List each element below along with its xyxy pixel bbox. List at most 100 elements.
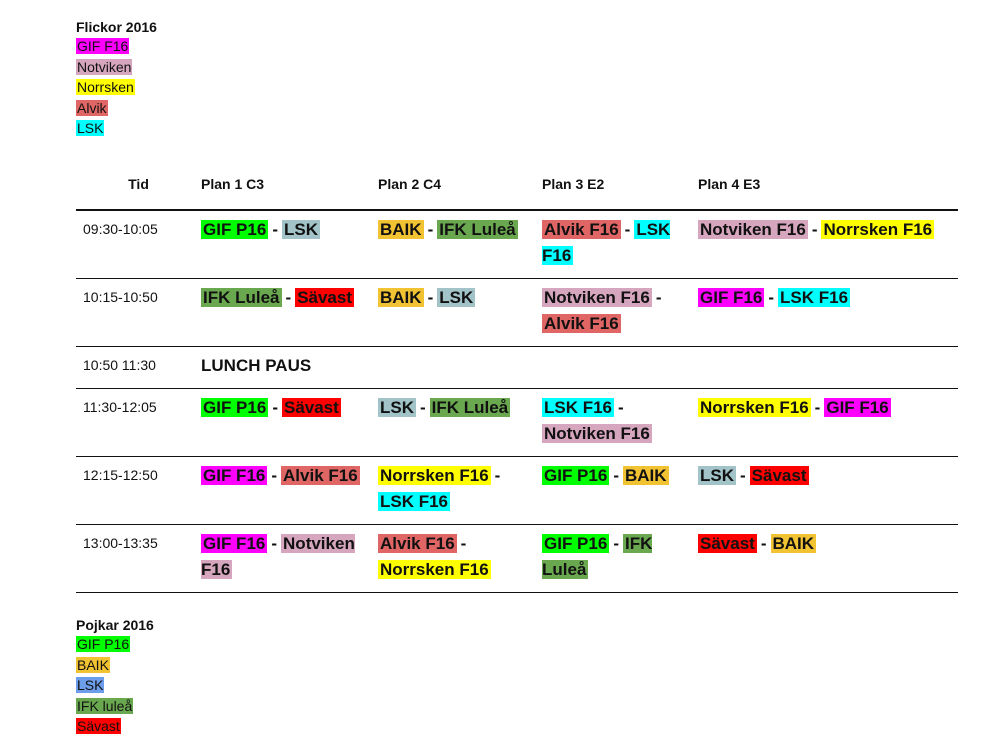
- time-slot: 13:00-13:35: [76, 524, 201, 593]
- legend-boys-title: Pojkar 2016: [76, 617, 154, 633]
- legend-item: BAIK: [76, 656, 154, 678]
- away-team: BAIK: [770, 534, 817, 553]
- home-team: LSK: [698, 466, 736, 485]
- schedule-row: 10:15-10:50 IFK Luleå - Sävast BAIK - LSK Notvi…: [76, 278, 958, 347]
- legend-item-label: Norrsken: [76, 79, 135, 95]
- away-team: Notviken F16: [542, 424, 652, 443]
- legend-item: LSK: [76, 677, 154, 698]
- away-team: LSK F16: [378, 492, 451, 511]
- match-cell: IFK Luleå - Sävast: [201, 278, 378, 347]
- schedule-body: 09:30-10:05 GIF P16- LSK BAIK - IFK Luleå Alvi…: [76, 210, 958, 593]
- away-team: Sävast: [749, 466, 809, 485]
- legend-item-label: GIF P16: [76, 636, 131, 652]
- home-team: Notviken F16: [542, 288, 652, 307]
- match-separator: -: [760, 534, 767, 553]
- away-team: LSK: [281, 220, 320, 239]
- match-cell: GIF P16- BAIK: [542, 456, 698, 525]
- home-team: Alvik F16: [378, 534, 457, 553]
- away-team: Alvik F16: [281, 466, 360, 485]
- time-slot: 09:30-10:05: [76, 210, 201, 279]
- match-separator: -: [271, 466, 278, 485]
- time-slot: 12:15-12:50: [76, 456, 201, 525]
- match-separator: -: [618, 398, 624, 417]
- away-team: Sävast: [295, 288, 355, 307]
- home-team: GIF P16: [201, 220, 269, 239]
- match-separator: -: [768, 288, 775, 307]
- legend-item-label: Alvik: [76, 99, 108, 116]
- match-separator: -: [494, 466, 501, 485]
- home-team: LSK: [378, 398, 416, 417]
- lunch-row: 10:50 11:30 LUNCH PAUS: [76, 346, 958, 389]
- legend-girls-items: GIF F16 Notviken Norrsken Alvik LSK: [76, 38, 157, 141]
- match-cell: LSK F16 - Notviken F16: [542, 388, 698, 457]
- home-team: BAIK: [378, 220, 424, 239]
- match-separator: -: [271, 534, 278, 553]
- match-separator: -: [272, 220, 278, 239]
- schedule-row: 11:30-12:05 GIF P16- Sävast LSK - IFK Luleå LS…: [76, 388, 958, 457]
- match-cell: BAIK - LSK: [378, 278, 542, 347]
- legend-item: GIF F16: [76, 38, 157, 59]
- home-team: Alvik F16: [542, 220, 621, 239]
- away-team: Norrsken F16: [378, 560, 491, 579]
- time-slot: 10:15-10:50: [76, 278, 201, 347]
- match-separator: -: [420, 398, 426, 417]
- legend-item-label: BAIK: [76, 656, 110, 673]
- home-team: GIF F16: [201, 534, 268, 553]
- legend-item-label: LSK: [76, 120, 105, 136]
- legend-girls: Flickor 2016 GIF F16 Notviken Norrsken Alvi…: [76, 18, 157, 141]
- legend-girls-title: Flickor 2016: [76, 19, 157, 35]
- legend-item-label: Notviken: [76, 58, 133, 75]
- match-separator: -: [814, 398, 821, 417]
- home-team: Norrsken F16: [698, 398, 811, 417]
- match-separator: -: [427, 220, 434, 239]
- match-cell: Norrsken F16 - LSK F16: [378, 456, 542, 525]
- match-cell: LSK - IFK Luleå: [378, 388, 542, 457]
- away-team: IFK Luleå: [429, 398, 511, 417]
- home-team: GIF P16: [542, 534, 610, 553]
- legend-item-label: LSK: [76, 677, 105, 693]
- home-team: Norrsken F16: [378, 466, 491, 485]
- legend-item-label: Sävast: [76, 718, 121, 734]
- legend-boys: Pojkar 2016 GIF P16 BAIK LSK IFK luleå Sävas…: [76, 616, 154, 739]
- match-cell: GIF F16- LSK F16: [698, 278, 958, 347]
- away-team: Alvik F16: [542, 314, 621, 333]
- away-team: Norrsken F16: [821, 220, 935, 239]
- schedule-table: Tid Plan 1 C3 Plan 2 C4 Plan 3 E2 Plan 4…: [76, 176, 958, 593]
- match-cell: GIF P16- LSK: [201, 210, 378, 279]
- match-cell: BAIK - IFK Luleå: [378, 210, 542, 279]
- home-team: Sävast: [698, 534, 757, 553]
- away-team: LSK F16: [778, 288, 851, 307]
- home-team: GIF P16: [201, 398, 269, 417]
- header-plan-1: Plan 1 C3: [201, 176, 378, 211]
- match-cell: Sävast - BAIK: [698, 524, 958, 593]
- match-separator: -: [272, 398, 278, 417]
- match-separator: -: [285, 288, 292, 307]
- header-time: Tid: [76, 176, 201, 211]
- home-team: BAIK: [378, 288, 424, 307]
- match-separator: -: [655, 288, 662, 307]
- away-team: IFK Luleå: [437, 220, 518, 239]
- match-cell: GIF F16- Alvik F16: [201, 456, 378, 525]
- match-cell: GIF P16- Sävast: [201, 388, 378, 457]
- match-separator: -: [811, 220, 818, 239]
- home-team: Notviken F16: [698, 220, 808, 239]
- legend-item-label: GIF F16: [76, 38, 130, 54]
- home-team: GIF F16: [201, 466, 268, 485]
- header-plan-2: Plan 2 C4: [378, 176, 542, 211]
- legend-item: IFK luleå: [76, 697, 154, 719]
- legend-item: GIF P16: [76, 636, 154, 657]
- match-cell: Alvik F16- LSK F16: [542, 210, 698, 279]
- match-cell: Norrsken F16- GIF F16: [698, 388, 958, 457]
- time-slot: 11:30-12:05: [76, 388, 201, 457]
- match-separator: -: [613, 534, 619, 553]
- home-team: GIF P16: [542, 466, 610, 485]
- match-cell: Notviken F16 - Alvik F16: [542, 278, 698, 347]
- away-team: BAIK: [622, 466, 669, 485]
- match-separator: -: [427, 288, 434, 307]
- header-plan-3: Plan 3 E2: [542, 176, 698, 211]
- match-separator: -: [460, 534, 467, 553]
- schedule-row: 12:15-12:50 GIF F16- Alvik F16 Norrsken F16…: [76, 456, 958, 525]
- schedule-header-row: Tid Plan 1 C3 Plan 2 C4 Plan 3 E2 Plan 4…: [76, 176, 958, 211]
- away-team: LSK: [437, 288, 476, 307]
- match-separator: -: [740, 466, 746, 485]
